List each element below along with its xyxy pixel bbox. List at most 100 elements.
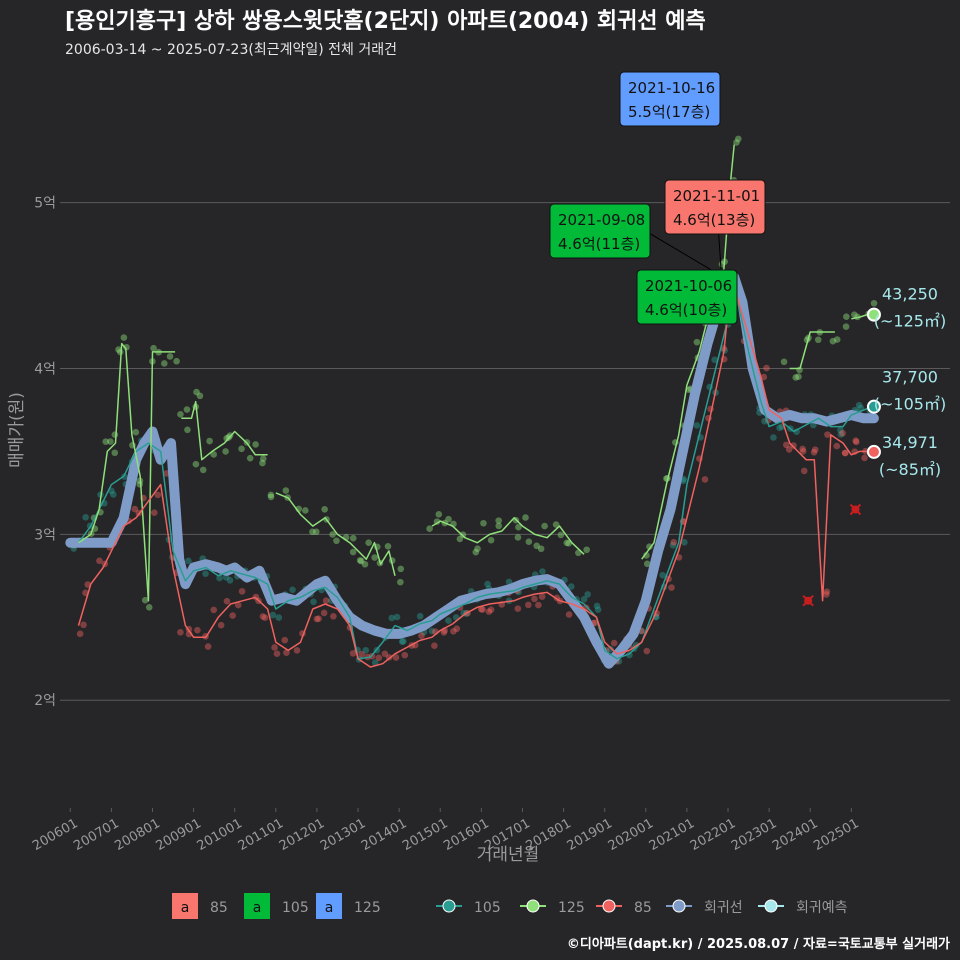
scatter-point-85 <box>811 446 819 453</box>
scatter-point-85 <box>535 601 542 609</box>
scatter-point-125 <box>259 459 266 467</box>
scatter-point-125 <box>522 514 529 521</box>
scatter-point-125 <box>459 531 467 538</box>
series-lines <box>65 144 879 669</box>
y-axis-ticks: 2억 3억 4억 5억 <box>34 196 56 710</box>
scatter-point-85 <box>800 467 808 475</box>
scatter-point-125 <box>102 438 110 445</box>
scatter-point-125 <box>537 545 545 553</box>
scatter-point-125 <box>474 545 481 553</box>
legend-marker <box>442 899 456 913</box>
scatter-point-125 <box>333 537 340 545</box>
scatter-point-105 <box>121 473 128 480</box>
scatter-point-125 <box>161 360 168 367</box>
scatter-point-85 <box>273 650 281 657</box>
scatter-point-85 <box>381 650 389 658</box>
series-line-125 <box>78 342 176 602</box>
scatter-point-85 <box>824 431 831 438</box>
scatter-point-125 <box>735 135 742 143</box>
series-line-125 <box>431 517 585 555</box>
series-line-125 <box>789 331 835 370</box>
scatter-point-105 <box>659 571 666 579</box>
scatter-point-105 <box>216 574 223 582</box>
scatter-point-85 <box>810 449 818 456</box>
scatter-point-85 <box>531 595 538 603</box>
scatter-point-105 <box>626 651 633 659</box>
annotation-box <box>549 203 651 259</box>
scatter-point-125 <box>361 560 369 568</box>
scatter-point-85 <box>833 442 841 450</box>
end-value-label: 37,700 <box>882 368 938 387</box>
scatter-point-85 <box>861 454 868 462</box>
scatter-point-125 <box>426 525 433 533</box>
scatter-point-85 <box>610 639 618 647</box>
scatter-point-125 <box>141 596 149 604</box>
scatter-point-85 <box>514 605 522 612</box>
scatter-point-125 <box>541 522 548 530</box>
scatter-point-105 <box>693 422 701 429</box>
end-value-label: 43,250 <box>882 285 938 304</box>
scatter-point-125 <box>456 535 464 543</box>
scatter-point-85 <box>229 612 236 619</box>
scatter-point-85 <box>194 626 201 634</box>
y-axis-label: 매매가(원) <box>7 392 27 468</box>
series-line-85 <box>77 293 870 668</box>
legend-line-label: 회귀선 <box>704 900 743 916</box>
scatter-point-125 <box>792 374 800 381</box>
scatter-point-85 <box>565 611 573 618</box>
end-area-label: (~125㎡) <box>874 312 946 331</box>
legend-box-label: 125 <box>354 900 381 916</box>
scatter-point-125 <box>145 604 153 611</box>
scatter-point-125 <box>643 560 651 568</box>
scatter-point-105 <box>289 586 296 594</box>
scatter-point-85 <box>76 630 84 638</box>
scatter-point-125 <box>115 346 122 353</box>
scatter-point-85 <box>217 621 225 629</box>
scatter-point-85 <box>525 601 532 609</box>
legend-box-label: 105 <box>282 900 309 916</box>
scatter-point-125 <box>829 337 837 345</box>
annotation-box <box>636 269 738 325</box>
annotation-value: 4.6억(10층) <box>645 301 727 319</box>
scatter-point-105 <box>460 609 468 617</box>
y-tick-label: 4억 <box>34 362 56 378</box>
scatter-point-85 <box>760 373 768 381</box>
scatter-point-125 <box>252 441 259 448</box>
scatter-point-85 <box>330 612 337 620</box>
scatter-point-85 <box>96 557 103 565</box>
scatter-point-105 <box>484 580 491 588</box>
scatter-point-125 <box>733 139 740 146</box>
scatter-point-125 <box>472 548 480 556</box>
scatter-point-85 <box>841 449 849 457</box>
legend-marker <box>526 899 540 913</box>
scatter-point-125 <box>150 344 157 352</box>
scatter-point-105 <box>607 645 614 653</box>
scatter-point-105 <box>416 612 424 620</box>
end-value-label: 34,971 <box>882 433 938 452</box>
chart-title: [용인기흥구] 상하 쌍용스윗닷홈(2단지) 아파트(2004) 회귀선 예측 <box>65 9 706 34</box>
scatter-point-105 <box>202 570 209 577</box>
scatter-point-105 <box>837 431 845 438</box>
scatter-point-85 <box>150 509 158 516</box>
scatter-point-85 <box>313 615 321 623</box>
scatter-point-105 <box>371 659 379 666</box>
scatter-point-125 <box>259 455 267 463</box>
scatter-point-125 <box>435 511 443 518</box>
scatter-point-125 <box>870 299 878 307</box>
scatter-point-125 <box>814 336 822 344</box>
scatter-point-125 <box>111 431 119 438</box>
scatter-point-125 <box>365 539 372 547</box>
series-line-105 <box>77 293 873 660</box>
scatter-point-105 <box>226 577 234 584</box>
scatter-point-125 <box>357 557 365 565</box>
y-tick-label: 2억 <box>34 693 56 709</box>
scatter-point-105 <box>388 614 396 622</box>
scatter-point-105 <box>593 602 601 610</box>
scatter-point-125 <box>843 313 850 320</box>
scatter-point-125 <box>282 487 290 494</box>
scatter-point-85 <box>204 643 212 650</box>
scatter-point-125 <box>302 507 309 514</box>
scatter-point-125 <box>515 523 522 531</box>
scatter-point-105 <box>584 591 591 598</box>
scatter-point-125 <box>552 521 560 528</box>
